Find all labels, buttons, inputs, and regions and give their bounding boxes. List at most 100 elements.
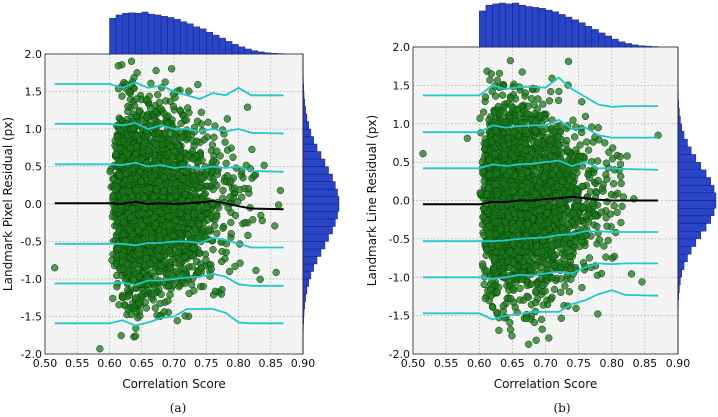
- scatter-point: [495, 69, 504, 78]
- scatter-point: [181, 279, 189, 288]
- scatter-point: [172, 216, 180, 225]
- x-histogram-bar: [199, 28, 207, 55]
- scatter-point: [196, 249, 204, 257]
- scatter-point: [190, 287, 198, 295]
- scatter-point: [194, 80, 202, 89]
- scatter-point: [96, 345, 104, 353]
- scatter-point: [202, 203, 211, 211]
- scatter-point: [209, 157, 218, 165]
- scatter-point: [557, 288, 565, 296]
- x-histogram-bar: [193, 26, 201, 55]
- scatter-point: [205, 225, 213, 233]
- panel-a: 0.50 0.55 0.60 0.65 0.70 0.75 0.80 0.85 0.902.01…: [1, 11, 340, 415]
- scatter-point: [530, 318, 539, 327]
- scatter-point: [218, 247, 226, 256]
- scatter-point: [218, 257, 226, 266]
- scatter-point: [227, 230, 235, 238]
- y-histogram-bar: [302, 278, 309, 287]
- scatter-point: [554, 96, 563, 105]
- scatter-point: [126, 175, 135, 183]
- scatter-point: [545, 334, 553, 342]
- y-tick-label: 1.5: [25, 86, 43, 99]
- scatter-point: [213, 212, 221, 220]
- scatter-point: [509, 103, 517, 112]
- scatter-point: [616, 160, 625, 168]
- scatter-point: [578, 182, 586, 191]
- scatter-point: [499, 302, 507, 310]
- scatter-point: [124, 102, 132, 111]
- x-tick-label: 0.50: [33, 357, 58, 370]
- y-histogram-bar: [302, 136, 315, 145]
- scatter-point: [156, 235, 164, 243]
- y-tick-label: 0.5: [25, 161, 43, 174]
- scatter-point: [481, 93, 490, 101]
- scatter-point: [174, 248, 182, 256]
- scatter-point: [119, 230, 128, 238]
- x-axis-label: Correlation Score: [122, 377, 226, 391]
- scatter-point: [555, 87, 563, 96]
- x-histogram-bar: [238, 46, 246, 55]
- scatter-point: [174, 142, 182, 150]
- scatter-point: [163, 168, 171, 176]
- scatter-point: [165, 212, 173, 221]
- scatter-point: [244, 184, 253, 193]
- x-tick-label: 0.80: [600, 357, 625, 370]
- scatter-point: [113, 283, 121, 291]
- x-tick-label: 0.90: [666, 357, 691, 370]
- x-histogram-bar: [251, 50, 259, 55]
- scatter-point: [164, 297, 172, 305]
- scatter-point: [184, 104, 192, 112]
- y-histogram-bar: [302, 248, 322, 257]
- y-tick-label: -1.5: [21, 311, 42, 324]
- scatter-point: [545, 97, 554, 105]
- scatter-point: [614, 189, 622, 197]
- scatter-point: [196, 183, 204, 192]
- y-histogram-bar: [302, 263, 315, 272]
- x-tick-label: 0.85: [259, 357, 284, 370]
- scatter-point: [127, 213, 135, 222]
- scatter-point: [154, 178, 163, 186]
- scatter-point: [209, 245, 217, 254]
- scatter-point: [209, 185, 217, 194]
- x-tick-label: 0.55: [434, 357, 459, 370]
- scatter-point: [185, 87, 193, 95]
- scatter-point: [508, 332, 516, 340]
- x-tick-label: 0.90: [291, 357, 316, 370]
- scatter-point: [166, 194, 175, 202]
- scatter-point: [493, 76, 502, 85]
- scatter-point: [146, 184, 154, 193]
- x-tick-label: 0.60: [97, 357, 122, 370]
- y-histogram-bar: [302, 256, 318, 265]
- scatter-point: [256, 275, 264, 283]
- x-histogram-bar: [160, 16, 168, 55]
- scatter-point: [564, 57, 573, 66]
- scatter-point: [479, 108, 488, 116]
- scatter-point: [141, 139, 149, 147]
- scatter-point: [133, 131, 141, 140]
- scatter-point: [131, 332, 140, 340]
- scatter-point: [120, 218, 128, 226]
- scatter-point: [627, 270, 636, 278]
- scatter-point: [197, 108, 206, 116]
- scatter-point: [226, 193, 234, 201]
- scatter-point: [538, 325, 546, 333]
- scatter-point: [231, 211, 240, 220]
- scatter-point: [159, 187, 168, 195]
- scatter-point: [248, 145, 256, 154]
- scatter-point: [166, 264, 175, 272]
- scatter-point: [532, 287, 540, 295]
- scatter-point: [476, 114, 484, 122]
- y-histogram-bar: [302, 218, 336, 227]
- scatter-point: [118, 187, 127, 196]
- x-histogram-bar: [244, 48, 252, 55]
- scatter-point: [154, 91, 162, 99]
- scatter-point: [129, 230, 137, 238]
- x-tick-label: 0.70: [533, 357, 558, 370]
- scatter-point: [593, 157, 602, 165]
- y-histogram-bar: [302, 271, 312, 280]
- scatter-point: [193, 117, 202, 125]
- scatter-point: [258, 217, 266, 225]
- x-histogram-bar: [135, 13, 142, 55]
- x-histogram-bar: [212, 34, 220, 55]
- scatter-point: [215, 203, 223, 212]
